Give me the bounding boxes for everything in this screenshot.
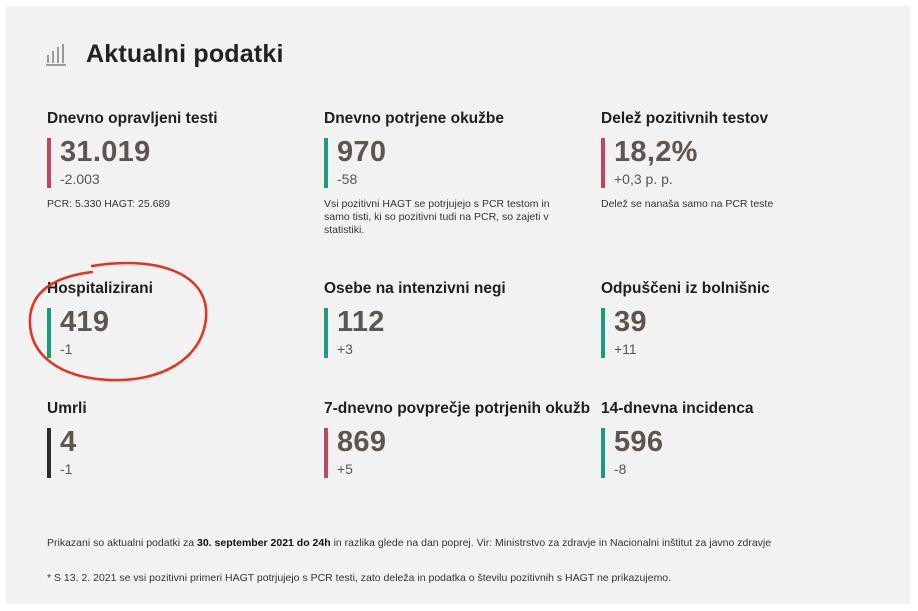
card-intensive-care: Osebe na intenzivni negi 112 +3 — [324, 280, 594, 358]
card-delta: -1 — [60, 341, 73, 357]
card-delta: +11 — [614, 341, 637, 357]
value-block: 18,2% +0,3 p. p. — [601, 138, 871, 188]
bar-chart-icon — [46, 43, 66, 66]
source-note-date: 30. september 2021 do 24h — [197, 537, 331, 549]
card-7day-average: 7-dnevno povprečje potrjenih okužb 869 +… — [324, 400, 594, 478]
card-deaths: Umrli 4 -1 — [47, 400, 317, 478]
card-delta: +3 — [337, 341, 353, 357]
card-value: 31.019 — [60, 136, 151, 168]
card-title: 7-dnevno povprečje potrjenih okužb — [324, 400, 591, 417]
value-block: 970 -58 — [324, 138, 594, 188]
card-value: 419 — [60, 306, 110, 338]
card-title: Hospitalizirani — [47, 280, 153, 297]
card-title: Dnevno potrjene okužbe — [324, 110, 504, 127]
card-delta: -2.003 — [60, 171, 100, 187]
card-title: Delež pozitivnih testov — [601, 110, 769, 127]
card-value: 596 — [614, 426, 664, 458]
card-title: 14-dnevna incidenca — [601, 400, 754, 417]
source-note: Prikazani so aktualni podatki za 30. sep… — [47, 537, 771, 549]
card-delta: +5 — [337, 461, 353, 477]
source-note-post: in razlika glede na dan poprej. Vir: Min… — [330, 537, 772, 549]
source-note-pre: Prikazani so aktualni podatki za — [47, 537, 197, 549]
card-delta: -58 — [337, 171, 358, 187]
card-title: Osebe na intenzivni negi — [324, 280, 506, 297]
card-note: Vsi pozitivni HAGT se potrjujejo s PCR t… — [324, 198, 550, 236]
card-daily-tests: Dnevno opravljeni testi 31.019 -2.003 PC… — [47, 110, 317, 211]
card-note: PCR: 5.330 HAGT: 25.689 — [47, 198, 171, 210]
card-value: 39 — [614, 306, 647, 338]
card-title: Dnevno opravljeni testi — [47, 110, 218, 127]
value-block: 39 +11 — [601, 308, 871, 358]
stats-panel: Aktualni podatki Dnevno opravljeni testi… — [6, 6, 910, 604]
card-positive-share: Delež pozitivnih testov 18,2% +0,3 p. p.… — [601, 110, 871, 211]
value-block: 596 -8 — [601, 428, 871, 478]
footnote: * S 13. 2. 2021 se vsi pozitivni primeri… — [47, 572, 672, 584]
card-value: 970 — [337, 136, 387, 168]
card-value: 869 — [337, 426, 387, 458]
card-delta: +0,3 p. p. — [614, 171, 673, 187]
card-title: Odpuščeni iz bolnišnic — [601, 280, 770, 297]
card-daily-infections: Dnevno potrjene okužbe 970 -58 Vsi pozit… — [324, 110, 594, 237]
card-value: 112 — [337, 306, 385, 338]
card-value: 4 — [60, 426, 77, 458]
page-title: Aktualni podatki — [86, 40, 284, 68]
card-discharged: Odpuščeni iz bolnišnic 39 +11 — [601, 280, 871, 358]
card-14day-incidence: 14-dnevna incidenca 596 -8 — [601, 400, 871, 478]
card-title: Umrli — [47, 400, 87, 417]
value-block: 4 -1 — [47, 428, 317, 478]
value-block: 419 -1 — [47, 308, 317, 358]
card-delta: -8 — [614, 461, 627, 477]
card-hospitalized: Hospitalizirani 419 -1 — [47, 280, 317, 358]
value-block: 112 +3 — [324, 308, 594, 358]
card-note: Delež se nanaša samo na PCR teste — [601, 198, 774, 210]
card-delta: -1 — [60, 461, 73, 477]
panel-header: Aktualni podatki — [46, 40, 284, 69]
value-block: 869 +5 — [324, 428, 594, 478]
value-block: 31.019 -2.003 — [47, 138, 317, 188]
card-value: 18,2% — [614, 136, 698, 168]
